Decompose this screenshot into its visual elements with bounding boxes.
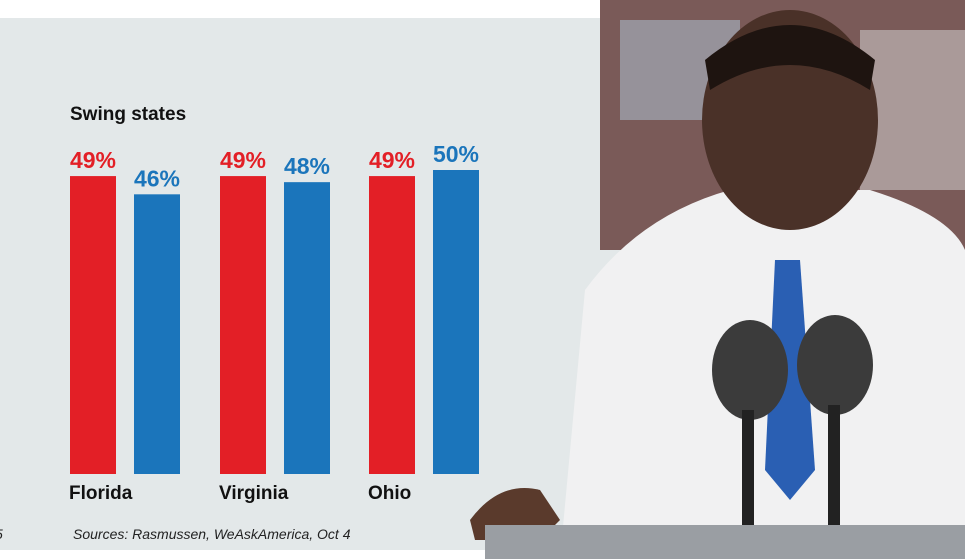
source-note: Sources: Rasmussen, WeAskAmerica, Oct 4 — [73, 526, 351, 542]
value-label: 49% — [220, 147, 266, 173]
bar — [134, 194, 180, 474]
chart-title: Swing states — [70, 104, 186, 125]
bar — [70, 176, 116, 474]
category-label: Ohio — [368, 483, 411, 504]
bar — [369, 176, 415, 474]
bar — [220, 176, 266, 474]
cut-off-text: 5 — [0, 526, 3, 542]
value-label: 46% — [134, 165, 180, 191]
category-label: Florida — [69, 483, 133, 504]
value-label: 48% — [284, 153, 330, 179]
category-label: Virginia — [219, 483, 289, 504]
value-label: 49% — [70, 147, 116, 173]
value-label: 49% — [369, 147, 415, 173]
bar — [433, 170, 479, 474]
bar — [284, 182, 330, 474]
value-label: 50% — [433, 141, 479, 167]
photo — [470, 0, 965, 559]
